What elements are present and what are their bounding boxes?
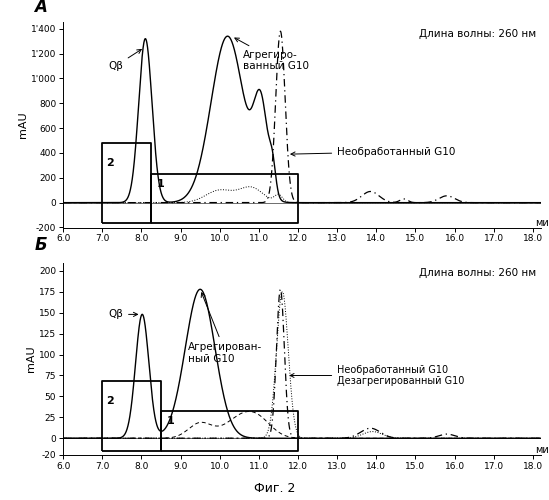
Text: мин: мин bbox=[535, 218, 549, 228]
Text: Qβ: Qβ bbox=[108, 50, 141, 71]
Text: 2: 2 bbox=[106, 158, 114, 168]
Text: Qβ: Qβ bbox=[108, 310, 138, 320]
Text: мин: мин bbox=[535, 445, 549, 455]
Y-axis label: mAU: mAU bbox=[18, 112, 28, 138]
Text: Длина волны: 260 нм: Длина волны: 260 нм bbox=[419, 268, 536, 278]
Text: Длина волны: 260 нм: Длина волны: 260 нм bbox=[419, 28, 536, 38]
Text: Фиг. 2: Фиг. 2 bbox=[254, 482, 295, 495]
Text: А: А bbox=[35, 0, 47, 16]
Text: Агрегиро-
ванный G10: Агрегиро- ванный G10 bbox=[235, 38, 309, 72]
Text: 1: 1 bbox=[167, 416, 175, 426]
Text: Необработанный G10: Необработанный G10 bbox=[291, 146, 456, 156]
Text: 2: 2 bbox=[106, 396, 114, 406]
Text: Б: Б bbox=[35, 236, 47, 254]
Text: Агрегирован-
ный G10: Агрегирован- ный G10 bbox=[188, 293, 262, 364]
Y-axis label: mAU: mAU bbox=[26, 346, 36, 372]
Text: 1: 1 bbox=[157, 179, 165, 189]
Text: Необработанный G10
Дезагрегированный G10: Необработанный G10 Дезагрегированный G10 bbox=[290, 364, 464, 386]
